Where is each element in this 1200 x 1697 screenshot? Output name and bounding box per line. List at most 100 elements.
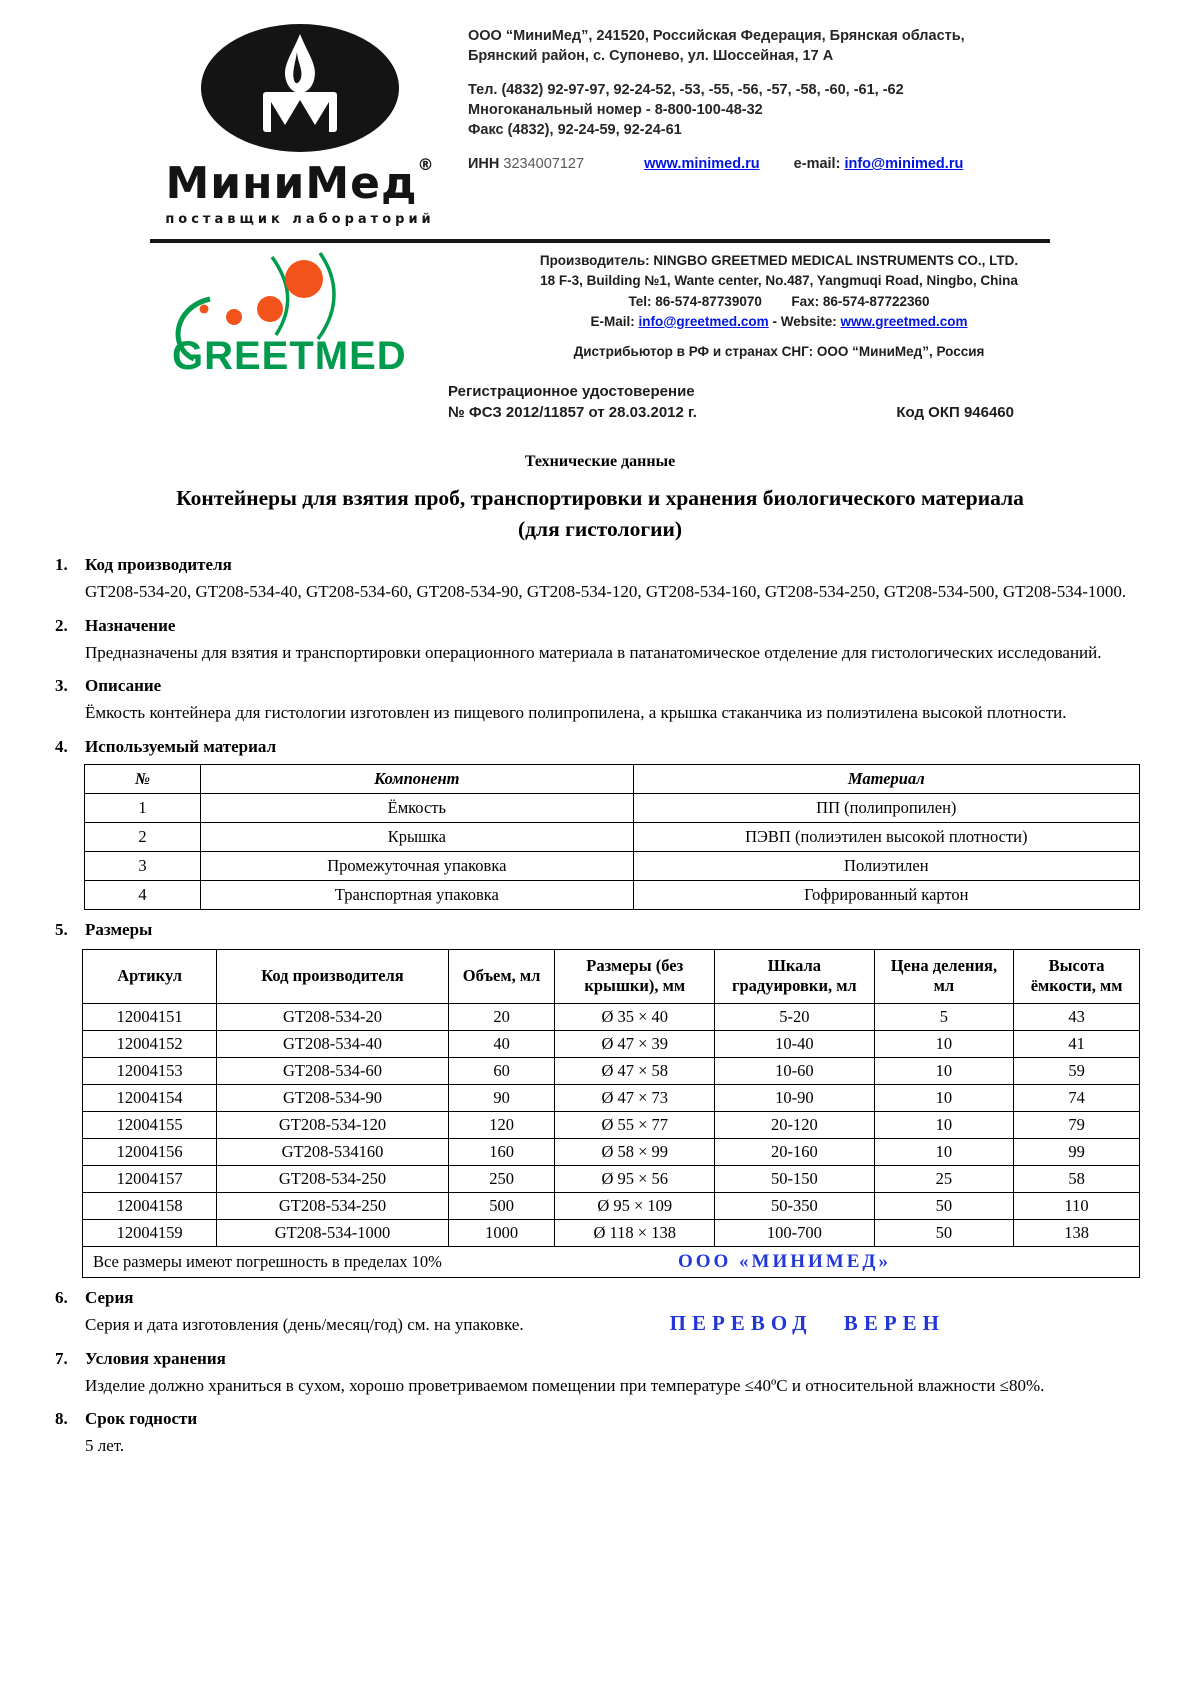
table-cell: Ёмкость	[200, 792, 634, 823]
table-cell: 20-120	[714, 1111, 875, 1140]
table-cell: 12004151	[81, 1003, 218, 1032]
table-cell: Ø 35 × 40	[554, 1003, 716, 1032]
table-cell: Транспортная упаковка	[200, 879, 634, 910]
regcert-title: Регистрационное удостоверение	[448, 383, 695, 400]
sizes-footnote-row: Все размеры имеют погрешность в пределах…	[82, 1246, 1140, 1279]
greetmed-site-link[interactable]: www.greetmed.com	[840, 313, 968, 329]
table-cell: 20	[447, 1003, 556, 1032]
table-cell: Ø 55 × 77	[554, 1111, 716, 1140]
materials-header-row: № Компонент Материал	[83, 763, 1141, 794]
table-cell: 4	[83, 879, 202, 910]
column-header: №	[83, 763, 202, 794]
header-divider	[150, 239, 1050, 243]
table-cell: 250	[447, 1165, 556, 1194]
table-cell: 20-160	[714, 1138, 875, 1167]
table-cell: 60	[447, 1057, 556, 1086]
minimed-logo-block: МиниМед® поставщик лабораторий	[150, 22, 450, 227]
manufacturer-block: Производитель: NINGBO GREETMED MEDICAL I…	[454, 247, 1104, 379]
column-header: Высота ёмкости, мм	[1013, 948, 1140, 1005]
table-cell: GT208-534-1000	[216, 1219, 449, 1248]
section-heading-7: 7. Условия хранения	[0, 1348, 1200, 1370]
table-cell: 74	[1013, 1084, 1140, 1113]
minimed-email-link[interactable]: info@minimed.ru	[844, 156, 964, 172]
column-header: Объем, мл	[447, 948, 556, 1005]
address-line: Брянский район, с. Супонево, ул. Шоссейн…	[468, 48, 834, 64]
registration-certificate: Регистрационное удостоверение № ФСЗ 2012…	[448, 381, 697, 423]
table-cell: 43	[1013, 1003, 1140, 1032]
regcert-number: № ФСЗ 2012/11857 от 28.03.2012 г.	[448, 404, 697, 421]
table-cell: 12004157	[81, 1165, 218, 1194]
table-cell: 10	[873, 1057, 1015, 1086]
manufacturer-email-label: E-Mail:	[590, 313, 635, 329]
table-cell: 12004152	[81, 1030, 218, 1059]
column-header: Материал	[632, 763, 1141, 794]
section-title: Описание	[85, 676, 162, 696]
manufacturer-phone-line: Tel: 86-574-87739070 Fax: 86-574-8772236…	[454, 292, 1104, 312]
table-cell: 160	[447, 1138, 556, 1167]
greetmed-logo-icon: GREETMED	[172, 252, 406, 378]
table-cell: Крышка	[200, 821, 634, 852]
section-title: Назначение	[85, 615, 176, 635]
table-cell: 59	[1013, 1057, 1140, 1086]
section-number: 4.	[55, 736, 68, 756]
sizes-header-row: Артикул Код производителя Объем, мл Разм…	[81, 948, 1140, 1005]
table-cell: GT208-534-60	[216, 1057, 449, 1086]
stamp-company-line: ООО «МИНИМЕД»	[677, 1251, 891, 1273]
inn-line: ИНН 3234007127 www.minimed.ru e-mail: in…	[468, 154, 965, 174]
table-cell: 10	[873, 1030, 1015, 1059]
table-cell: GT208-534-250	[216, 1165, 449, 1194]
section-heading-3: 3. Описание	[0, 675, 1200, 697]
minimed-site-link[interactable]: www.minimed.ru	[644, 156, 760, 172]
table-cell: 1000	[447, 1219, 556, 1248]
section-heading-6: 6. Серия	[0, 1287, 1200, 1309]
table-cell: 100-700	[714, 1219, 875, 1248]
minimed-tagline: поставщик лабораторий	[165, 212, 435, 227]
table-cell: 12004159	[81, 1219, 218, 1248]
section-heading-8: 8. Срок годности	[0, 1408, 1200, 1430]
section-title: Условия хранения	[85, 1348, 226, 1368]
column-header: Артикул	[81, 948, 218, 1005]
section-6-wrap: 6. Серия Серия и дата изготовления (день…	[0, 1287, 1200, 1338]
table-cell: 50	[873, 1192, 1015, 1221]
table-cell: 12004158	[81, 1192, 218, 1221]
table-cell: 10-90	[714, 1084, 875, 1113]
stamp-translation-line: ПЕРЕВОД ВЕРЕН	[669, 1311, 945, 1336]
table-cell: 58	[1013, 1165, 1140, 1194]
doc-title-line2: (для гистологии)	[517, 517, 683, 542]
table-row: 12004155 GT208-534-120 120 Ø 55 × 77 20-…	[81, 1111, 1140, 1140]
table-cell: 1	[83, 792, 202, 823]
table-cell: 25	[873, 1165, 1015, 1194]
table-cell: 50	[873, 1219, 1015, 1248]
table-cell: Гофрированный картон	[632, 879, 1141, 910]
manufacturer-fax: Fax: 86-574-87722360	[791, 293, 930, 309]
section-number: 7.	[55, 1348, 68, 1368]
table-cell: Полиэтилен	[632, 850, 1141, 881]
table-row: 12004157 GT208-534-250 250 Ø 95 × 56 50-…	[81, 1165, 1140, 1194]
table-cell: 50-150	[714, 1165, 875, 1194]
section-number: 2.	[55, 615, 68, 635]
phone-line: Тел. (4832) 92-97-97, 92-24-52, -53, -55…	[468, 82, 904, 98]
manufacturer-line: 18 F-3, Building №1, Wante center, No.48…	[540, 273, 1018, 289]
section-number: 8.	[55, 1408, 68, 1428]
table-cell: 12004155	[81, 1111, 218, 1140]
table-row: 12004152 GT208-534-40 40 Ø 47 × 39 10-40…	[81, 1030, 1140, 1059]
sizes-footnote: Все размеры имеют погрешность в пределах…	[82, 1246, 1140, 1279]
sizes-table: Артикул Код производителя Объем, мл Разм…	[81, 948, 1140, 1279]
table-cell: Ø 47 × 39	[554, 1030, 716, 1059]
table-cell: 5-20	[714, 1003, 875, 1032]
inn-label: ИНН	[468, 156, 500, 172]
hotline-line: Многоканальный номер - 8-800-100-48-32	[468, 102, 763, 118]
table-cell: 40	[447, 1030, 556, 1059]
section-body-6: Серия и дата изготовления (день/месяц/го…	[85, 1315, 524, 1335]
table-cell: 10	[873, 1138, 1015, 1167]
column-header: Компонент	[200, 763, 634, 794]
table-cell: GT208-534-20	[216, 1003, 449, 1032]
greetmed-email-link[interactable]: info@greetmed.com	[638, 313, 769, 329]
table-cell: 10-60	[714, 1057, 875, 1086]
table-cell: GT208-534-90	[216, 1084, 449, 1113]
section-number: 1.	[55, 555, 68, 575]
column-header: Код производителя	[216, 948, 449, 1005]
manufacturer-line: Производитель: NINGBO GREETMED MEDICAL I…	[539, 253, 1019, 268]
table-cell: 138	[1013, 1219, 1140, 1248]
